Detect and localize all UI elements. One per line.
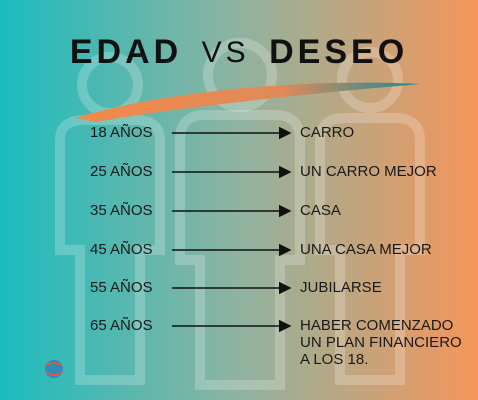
title-middle: VS (202, 36, 250, 69)
desire-label: JUBILARSE (300, 279, 382, 296)
desire-label: CARRO (300, 124, 354, 141)
desire-label: HABER COMENZADO (300, 317, 453, 334)
desire-label: UNA CASA MEJOR (300, 241, 432, 258)
age-label: 55 AÑOS (90, 279, 153, 296)
title-right: DESEO (269, 33, 408, 71)
desire-label: UN CARRO MEJOR (300, 163, 437, 180)
desire-label: A LOS 18. (300, 351, 368, 368)
age-label: 45 AÑOS (90, 241, 153, 258)
desire-label: CASA (300, 202, 341, 219)
age-label: 35 AÑOS (90, 202, 153, 219)
title: EDAD VS DESEO (70, 33, 408, 71)
desire-label: UN PLAN FINANCIERO (300, 334, 462, 351)
age-label: 25 AÑOS (90, 163, 153, 180)
title-left: EDAD (70, 33, 182, 71)
rows: 18 AÑOS CARRO 25 AÑOS UN CARRO MEJOR 35 AÑOS… (90, 124, 462, 368)
silhouettes (55, 38, 425, 390)
logo (45, 360, 63, 378)
age-label: 65 AÑOS (90, 317, 153, 334)
brush-stroke (75, 82, 420, 122)
age-label: 18 AÑOS (90, 124, 153, 141)
